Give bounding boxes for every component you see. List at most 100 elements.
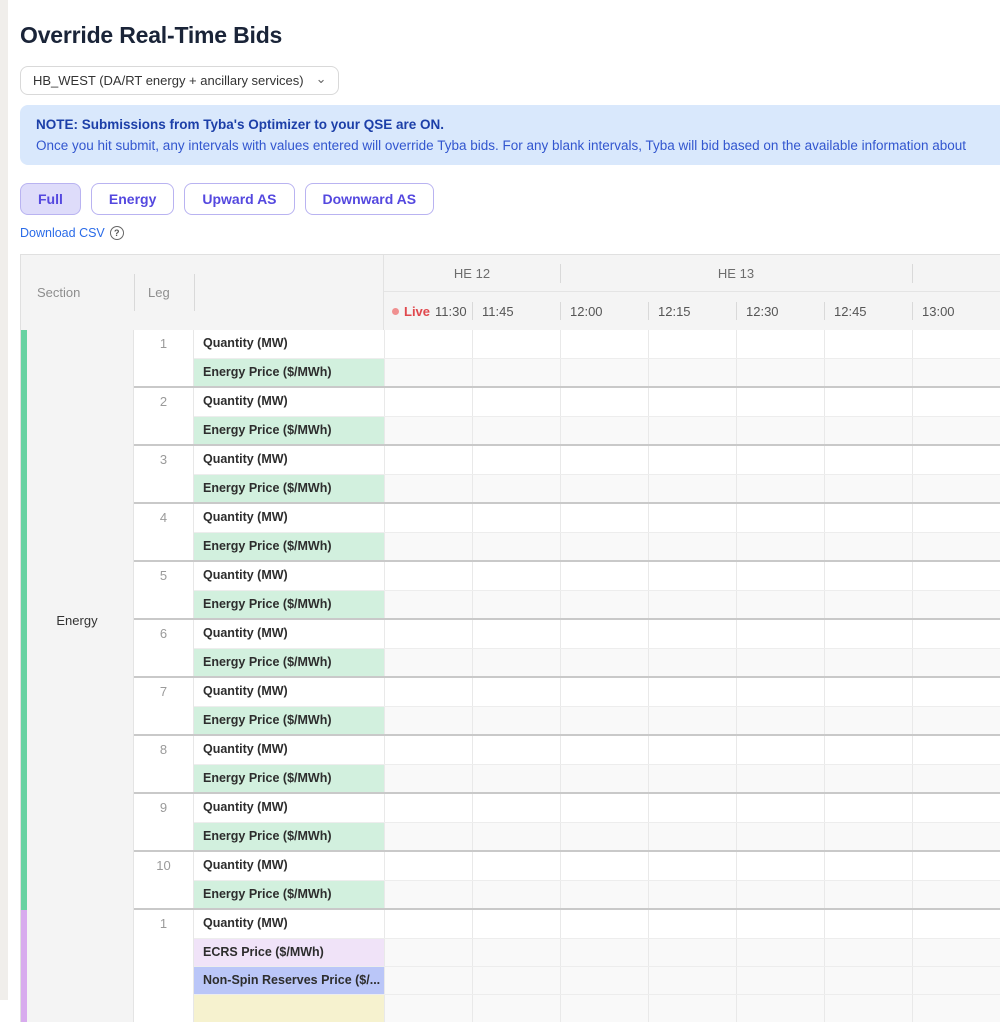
bid-cell[interactable]	[384, 736, 472, 764]
bid-cell[interactable]	[912, 995, 1000, 1022]
tab-full[interactable]: Full	[20, 183, 81, 215]
bid-cell[interactable]	[472, 446, 560, 474]
bid-cell[interactable]	[648, 417, 736, 444]
bid-cell[interactable]	[384, 678, 472, 706]
bid-cell[interactable]	[912, 967, 1000, 994]
bid-cell[interactable]	[912, 533, 1000, 560]
bid-cell[interactable]	[560, 388, 648, 416]
bid-cell[interactable]	[384, 881, 472, 908]
bid-cell[interactable]	[736, 794, 824, 822]
bid-cell[interactable]	[648, 823, 736, 850]
bid-cell[interactable]	[472, 967, 560, 994]
bid-cell[interactable]	[824, 388, 912, 416]
bid-cell[interactable]	[912, 562, 1000, 590]
bid-cell[interactable]	[824, 995, 912, 1022]
bid-cell[interactable]	[648, 533, 736, 560]
bid-cell[interactable]	[560, 620, 648, 648]
bid-cell[interactable]	[736, 823, 824, 850]
bid-cell[interactable]	[384, 533, 472, 560]
bid-cell[interactable]	[472, 475, 560, 502]
bid-cell[interactable]	[648, 446, 736, 474]
bid-cell[interactable]	[824, 475, 912, 502]
bid-cell[interactable]	[912, 359, 1000, 386]
bid-cell[interactable]	[560, 533, 648, 560]
bid-cell[interactable]	[560, 881, 648, 908]
bid-cell[interactable]	[560, 910, 648, 938]
bid-cell[interactable]	[736, 967, 824, 994]
bid-cell[interactable]	[648, 620, 736, 648]
bid-cell[interactable]	[384, 649, 472, 676]
bid-cell[interactable]	[736, 388, 824, 416]
bid-cell[interactable]	[736, 765, 824, 792]
bid-cell[interactable]	[736, 910, 824, 938]
bid-cell[interactable]	[736, 881, 824, 908]
bid-cell[interactable]	[912, 910, 1000, 938]
bid-cell[interactable]	[648, 649, 736, 676]
bid-cell[interactable]	[824, 533, 912, 560]
bid-cell[interactable]	[472, 852, 560, 880]
bid-cell[interactable]	[384, 417, 472, 444]
bid-cell[interactable]	[560, 995, 648, 1022]
bid-cell[interactable]	[912, 504, 1000, 532]
bid-cell[interactable]	[472, 330, 560, 358]
node-select-dropdown[interactable]: HB_WEST (DA/RT energy + ancillary servic…	[20, 66, 340, 95]
bid-cell[interactable]	[384, 765, 472, 792]
bid-cell[interactable]	[560, 852, 648, 880]
bid-cell[interactable]	[384, 504, 472, 532]
bid-cell[interactable]	[560, 504, 648, 532]
bid-cell[interactable]	[384, 591, 472, 618]
bid-cell[interactable]	[472, 649, 560, 676]
bid-cell[interactable]	[912, 707, 1000, 734]
bid-cell[interactable]	[824, 562, 912, 590]
bid-cell[interactable]	[472, 388, 560, 416]
download-csv-link[interactable]: Download CSV	[20, 226, 105, 240]
bid-cell[interactable]	[472, 707, 560, 734]
bid-cell[interactable]	[560, 359, 648, 386]
bid-cell[interactable]	[472, 910, 560, 938]
bid-cell[interactable]	[560, 823, 648, 850]
bid-cell[interactable]	[912, 678, 1000, 706]
bid-cell[interactable]	[384, 446, 472, 474]
bid-cell[interactable]	[648, 562, 736, 590]
bid-cell[interactable]	[472, 995, 560, 1022]
bid-cell[interactable]	[824, 736, 912, 764]
bid-cell[interactable]	[384, 852, 472, 880]
bid-cell[interactable]	[912, 388, 1000, 416]
bid-cell[interactable]	[648, 736, 736, 764]
bid-cell[interactable]	[736, 359, 824, 386]
bid-cell[interactable]	[384, 475, 472, 502]
bid-cell[interactable]	[824, 446, 912, 474]
bid-cell[interactable]	[648, 967, 736, 994]
bid-cell[interactable]	[824, 330, 912, 358]
bid-cell[interactable]	[912, 823, 1000, 850]
bid-cell[interactable]	[560, 446, 648, 474]
bid-cell[interactable]	[824, 881, 912, 908]
bid-cell[interactable]	[384, 330, 472, 358]
bid-cell[interactable]	[560, 736, 648, 764]
bid-cell[interactable]	[472, 620, 560, 648]
bid-cell[interactable]	[472, 562, 560, 590]
bid-cell[interactable]	[648, 707, 736, 734]
help-icon[interactable]: ?	[109, 226, 124, 240]
bid-cell[interactable]	[560, 330, 648, 358]
bid-cell[interactable]	[384, 620, 472, 648]
bid-cell[interactable]	[824, 823, 912, 850]
bid-cell[interactable]	[384, 562, 472, 590]
bid-cell[interactable]	[648, 765, 736, 792]
bid-cell[interactable]	[912, 765, 1000, 792]
bid-cell[interactable]	[648, 475, 736, 502]
bid-cell[interactable]	[648, 939, 736, 966]
bid-cell[interactable]	[648, 910, 736, 938]
bid-cell[interactable]	[736, 446, 824, 474]
bid-cell[interactable]	[560, 562, 648, 590]
bid-cell[interactable]	[472, 736, 560, 764]
bid-cell[interactable]	[736, 995, 824, 1022]
bid-cell[interactable]	[384, 388, 472, 416]
bid-cell[interactable]	[648, 995, 736, 1022]
bid-cell[interactable]	[560, 649, 648, 676]
bid-cell[interactable]	[648, 852, 736, 880]
bid-cell[interactable]	[736, 591, 824, 618]
bid-cell[interactable]	[912, 446, 1000, 474]
bid-cell[interactable]	[736, 707, 824, 734]
tab-upward-as[interactable]: Upward AS	[184, 183, 295, 215]
